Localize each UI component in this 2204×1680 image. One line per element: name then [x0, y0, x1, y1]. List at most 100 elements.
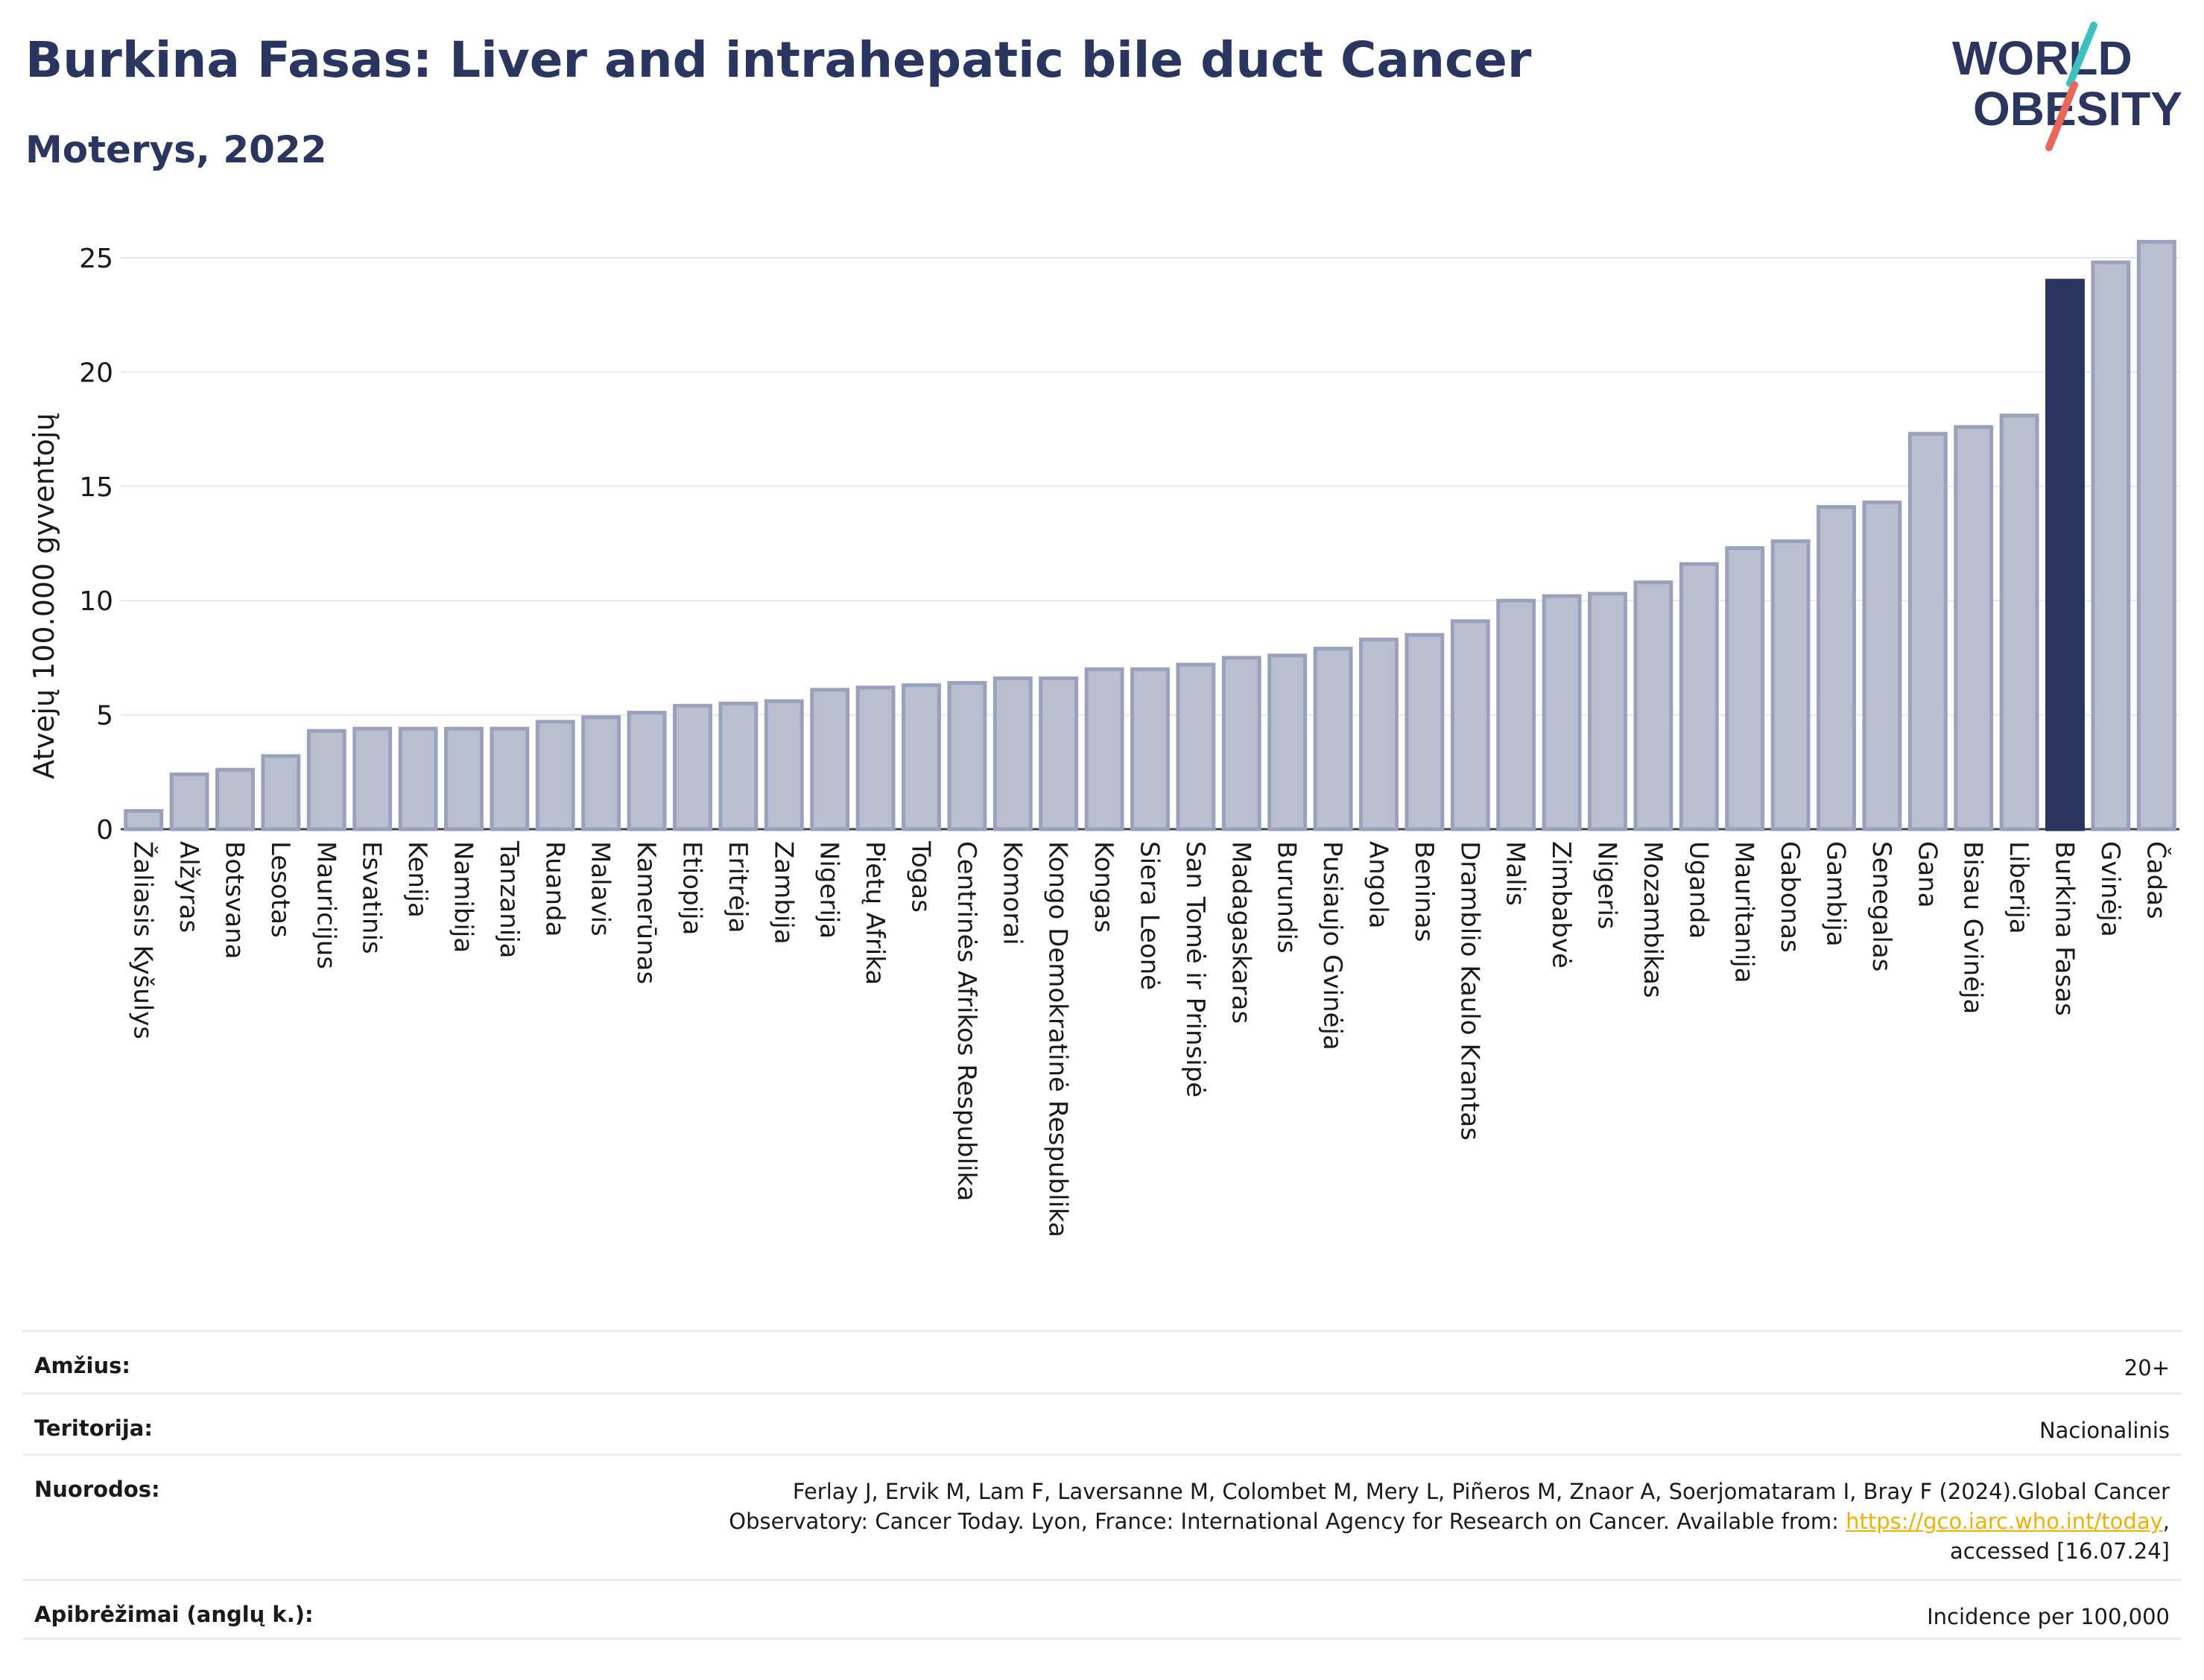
bar: [1907, 431, 1948, 831]
x-tick-label: Liberija: [2004, 841, 2033, 934]
x-tick-label: Lesotas: [265, 841, 295, 938]
x-tick-label: Malavis: [586, 841, 615, 936]
logo-slash-teal: [2066, 22, 2097, 87]
x-tick-label: Beninas: [1409, 841, 1439, 942]
refs-line3: accessed [16.07.24]: [1950, 1538, 2170, 1564]
x-tick-label: Pusiaujo Gvinėja: [1317, 841, 1347, 1050]
bar: [1267, 653, 1308, 831]
bar: [215, 767, 255, 831]
x-tick-label: Gambija: [1821, 841, 1851, 947]
x-tick-label: Gvinėja: [2095, 841, 2125, 937]
bar: [1405, 633, 1445, 831]
meta-defs-label: Apibrėžimai (anglų k.):: [34, 1602, 314, 1627]
bar: [306, 729, 346, 831]
meta-territory-value: Nacionalinis: [2039, 1418, 2170, 1443]
meta-refs-label: Nuorodos:: [34, 1477, 160, 1502]
meta-territory-label: Teritorija:: [34, 1416, 153, 1441]
x-tick-label: Mauritanija: [1729, 841, 1759, 983]
meta-defs-value: Incidence per 100,000: [1927, 1604, 2170, 1629]
bar: [1542, 594, 1582, 831]
metadata-table: Amžius: 20+ Teritorija: Nacionalinis Nuo…: [22, 1330, 2182, 1640]
bar: [2091, 260, 2131, 831]
y-axis-label: Atvejų 100.000 gyventojų: [28, 413, 60, 779]
x-tick-label: Eritrėja: [723, 841, 753, 933]
meta-refs-value: Ferlay J, Ervik M, Lam F, Laversanne M, …: [729, 1477, 2170, 1579]
y-tick-label: 0: [96, 815, 113, 846]
bar: [261, 754, 301, 831]
bar: [1496, 598, 1536, 831]
refs-link[interactable]: https://gco.iarc.who.int/today: [1846, 1509, 2163, 1534]
bar: [1679, 562, 1719, 831]
bar: [2045, 279, 2085, 831]
bar: [1954, 425, 1994, 831]
x-tick-label: Alžyras: [174, 841, 203, 933]
y-tick-label: 15: [79, 472, 113, 503]
x-tick-label: Zambija: [768, 841, 798, 945]
x-tick-label: Kongas: [1089, 841, 1118, 933]
x-tick-label: Zimbabvė: [1546, 841, 1576, 969]
bar: [902, 683, 941, 831]
x-tick-label: Namibija: [449, 841, 478, 953]
x-tick-label: Togas: [906, 840, 936, 913]
x-tick-label: Mauricijus: [311, 841, 341, 969]
bar: [992, 676, 1033, 831]
bar: [947, 681, 987, 831]
x-tick-label: Angola: [1364, 841, 1393, 928]
y-tick-label: 5: [96, 701, 113, 732]
bar: [398, 726, 438, 831]
bar: [169, 772, 209, 831]
x-tick-label: Etiopija: [677, 841, 707, 935]
bar: [1130, 667, 1170, 831]
x-tick-label: Senegalas: [1866, 841, 1896, 971]
bar: [1221, 656, 1261, 831]
bar: [1817, 504, 1856, 831]
bar: [490, 726, 530, 831]
bar: [1862, 500, 1902, 831]
x-tick-label: Bisau Gvinėja: [1958, 841, 1988, 1014]
x-tick-label: Nigerija: [814, 841, 844, 939]
bar: [764, 699, 804, 831]
refs-line1: Ferlay J, Ervik M, Lam F, Laversanne M, …: [792, 1479, 2170, 1504]
x-tick-label: Botsvana: [220, 841, 250, 960]
bar: [1039, 676, 1079, 831]
bar: [673, 703, 712, 831]
meta-row-age: Amžius: 20+: [22, 1330, 2182, 1392]
bar: [1084, 667, 1124, 831]
x-tick-label: Burundis: [1272, 841, 1302, 954]
bar: [1313, 647, 1353, 831]
bar: [1588, 592, 1627, 831]
x-tick-label: Komorai: [997, 841, 1027, 945]
x-tick-label: Centrinės Afrikos Respublika: [951, 841, 981, 1201]
meta-row-references: Nuorodos: Ferlay J, Ervik M, Lam F, Lave…: [22, 1454, 2182, 1579]
bar: [627, 711, 667, 831]
x-tick-label: Žaliasis Kyšulys: [128, 841, 159, 1039]
bars-layer: [124, 240, 2176, 831]
meta-age-label: Amžius:: [34, 1353, 130, 1378]
chart-title: Burkina Fasas: Liver and intrahepatic bi…: [25, 31, 1532, 89]
bar: [535, 720, 575, 831]
x-tick-label: Kamerūnas: [631, 841, 661, 984]
x-tick-label: San Tomė ir Prinsipė: [1180, 841, 1210, 1097]
y-tick-label: 20: [79, 358, 113, 388]
bar: [1770, 539, 1811, 831]
bar: [2136, 240, 2176, 831]
x-tick-label: Mozambikas: [1638, 841, 1668, 998]
x-tick-label: Gana: [1912, 841, 1942, 908]
x-tick-label: Kenija: [402, 841, 432, 918]
x-tick-labels: Žaliasis Kyšulys Alžyras Botsvana Lesotas Ma…: [128, 840, 2172, 1237]
x-tick-label: Kongo Demokratinė Respublika: [1043, 841, 1073, 1237]
bar: [1176, 662, 1216, 831]
bar: [1359, 637, 1399, 831]
y-tick-labels: 0 5 10 15 20 25: [79, 244, 113, 846]
bar: [124, 808, 164, 831]
x-tick-label: Čadas: [2141, 841, 2171, 919]
bar: [1633, 580, 1673, 831]
meta-age-value: 20+: [2124, 1355, 2170, 1381]
refs-line2-post: ,: [2162, 1509, 2170, 1534]
x-tick-label: Dramblio Kaulo Krantas: [1454, 841, 1484, 1141]
bar: [718, 701, 759, 831]
bar: [352, 726, 393, 831]
world-obesity-logo: WORLD OBESITY: [1952, 22, 2182, 151]
meta-row-definitions: Apibrėžimai (anglų k.): Incidence per 10…: [22, 1579, 2182, 1640]
logo-slash-red: [2045, 81, 2078, 151]
